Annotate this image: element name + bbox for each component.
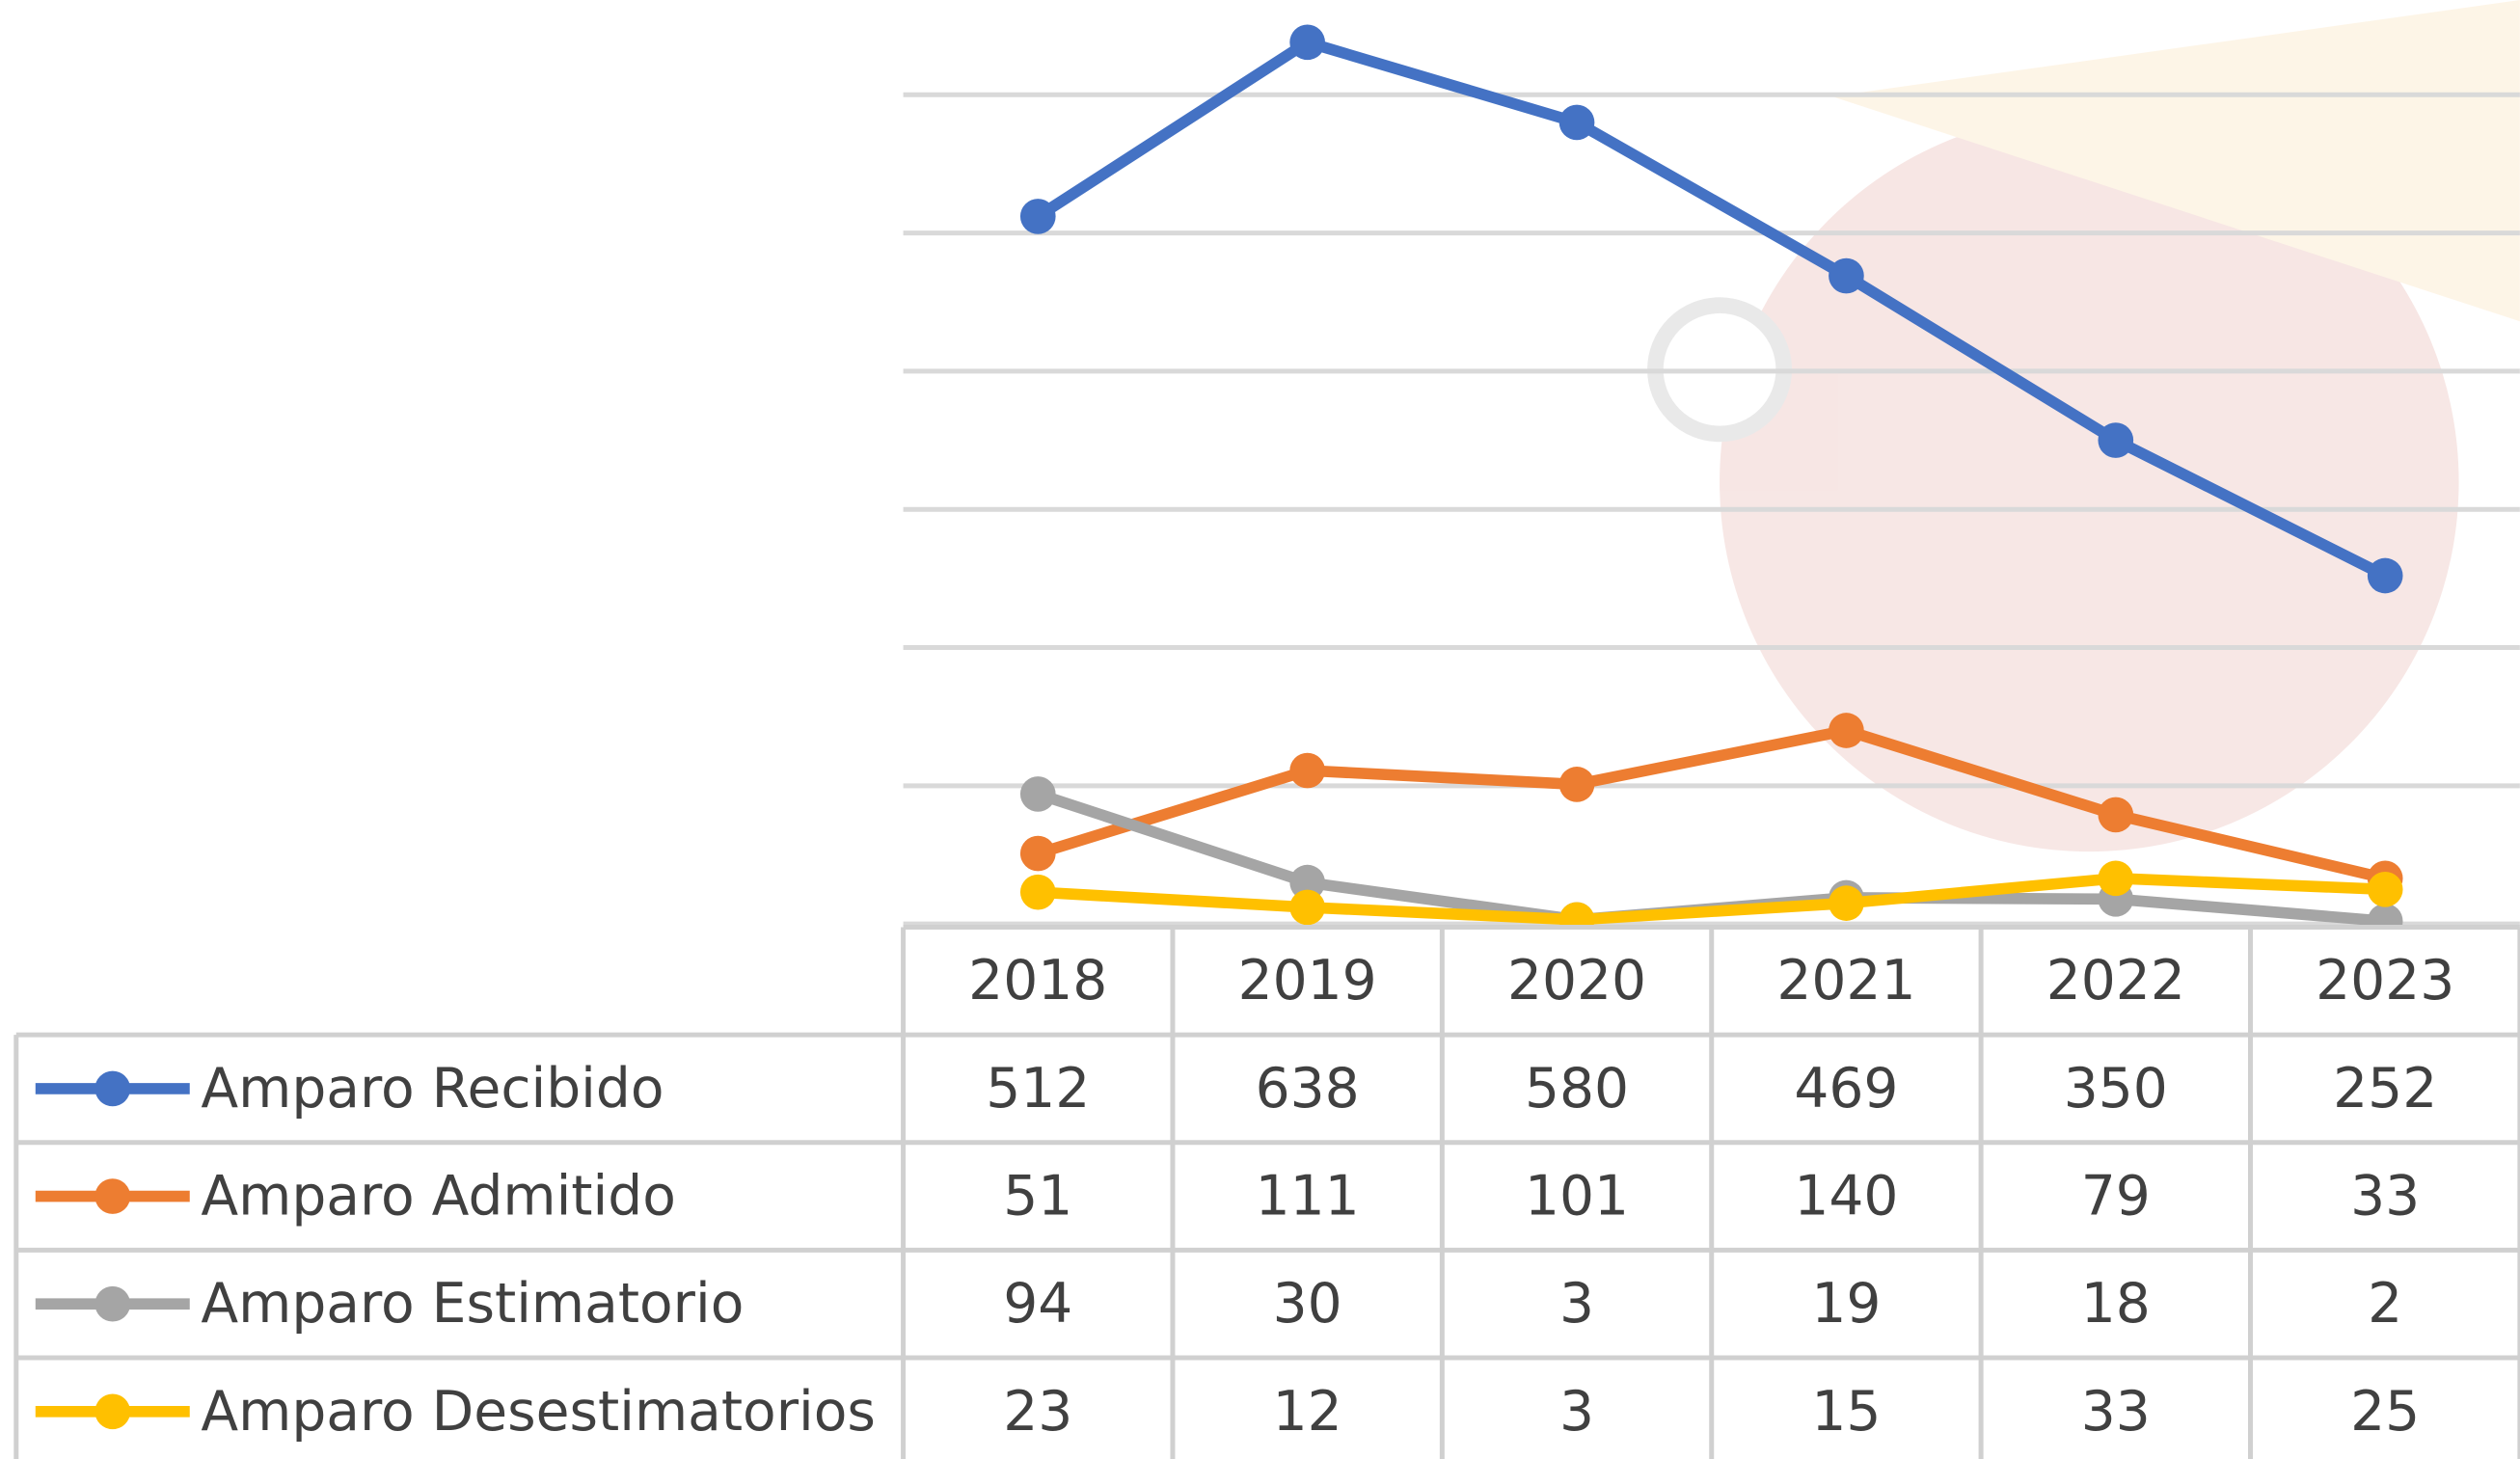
legend-marker xyxy=(95,1393,131,1430)
table-value: 33 xyxy=(2350,1165,2420,1229)
table-value: 111 xyxy=(1256,1165,1360,1229)
point xyxy=(1289,889,1325,926)
table-bg xyxy=(15,1035,2520,1459)
watermark xyxy=(1647,0,2520,852)
table-value: 469 xyxy=(1794,1057,1898,1121)
series-line xyxy=(1036,724,2387,884)
table-value: 2 xyxy=(2368,1272,2402,1336)
point xyxy=(1019,874,1056,910)
table-value: 15 xyxy=(1811,1380,1881,1444)
legend-marker xyxy=(95,1178,131,1214)
table-value: 18 xyxy=(2081,1272,2151,1336)
x-tick-label: 2023 xyxy=(2316,949,2454,1013)
point xyxy=(1829,257,1864,294)
point xyxy=(2098,797,2134,833)
point xyxy=(1019,776,1056,812)
point xyxy=(1558,767,1595,802)
point xyxy=(2098,860,2134,897)
table-value: 140 xyxy=(1794,1165,1898,1229)
point xyxy=(1289,752,1325,789)
point xyxy=(1558,104,1595,141)
table-value: 3 xyxy=(1559,1272,1594,1336)
table-value: 25 xyxy=(2350,1380,2420,1444)
legend-label: Amparo Estimatorio xyxy=(201,1272,744,1336)
x-tick-label: 2021 xyxy=(1776,949,1915,1013)
point xyxy=(1829,885,1864,921)
table-value: 512 xyxy=(986,1057,1090,1121)
legend-label: Amparo Recibido xyxy=(201,1057,664,1121)
table-value: 350 xyxy=(2064,1057,2168,1121)
table-value: 3 xyxy=(1559,1380,1594,1444)
point xyxy=(2367,871,2403,907)
legend-label: Amparo Admitido xyxy=(201,1165,675,1229)
point xyxy=(1289,24,1325,61)
x-tick-label: 2022 xyxy=(2046,949,2185,1013)
point xyxy=(1019,199,1056,234)
legend-label: Amparo Desestimatorios xyxy=(201,1380,875,1444)
table-value: 23 xyxy=(1003,1380,1072,1444)
table-value: 638 xyxy=(1256,1057,1360,1121)
table-value: 79 xyxy=(2081,1165,2151,1229)
x-tick-label: 2018 xyxy=(968,949,1107,1013)
series-line xyxy=(1035,37,2388,581)
point xyxy=(2098,422,2134,458)
table-value: 12 xyxy=(1273,1380,1342,1444)
legend-marker xyxy=(95,1070,131,1107)
legend-marker xyxy=(95,1285,131,1322)
point xyxy=(2367,557,2403,594)
table-value: 252 xyxy=(2333,1057,2437,1121)
series-line xyxy=(1037,873,2386,926)
table-value: 30 xyxy=(1273,1272,1342,1336)
x-tick-label: 2020 xyxy=(1507,949,1646,1013)
table-value: 101 xyxy=(1525,1165,1629,1229)
table-value: 94 xyxy=(1003,1272,1072,1336)
point xyxy=(1019,835,1056,872)
table-value: 33 xyxy=(2081,1380,2151,1444)
point xyxy=(1289,864,1325,901)
point xyxy=(1829,713,1864,748)
x-tick-label: 2019 xyxy=(1238,949,1377,1013)
table-value: 51 xyxy=(1003,1165,1072,1229)
table-value: 580 xyxy=(1525,1057,1629,1121)
table-value: 19 xyxy=(1811,1272,1881,1336)
